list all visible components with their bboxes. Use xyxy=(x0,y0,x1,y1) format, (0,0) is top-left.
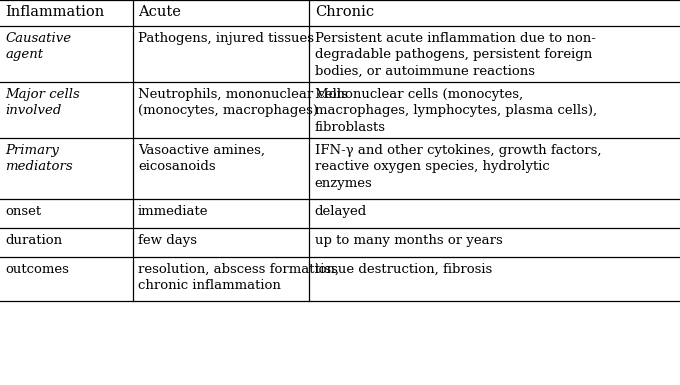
Text: Chronic: Chronic xyxy=(315,5,374,18)
Text: Causative
agent: Causative agent xyxy=(5,32,71,62)
Text: Major cells
involved: Major cells involved xyxy=(5,88,80,117)
Text: delayed: delayed xyxy=(315,205,367,218)
Text: resolution, abscess formation,
chronic inflammation: resolution, abscess formation, chronic i… xyxy=(138,263,339,293)
Text: outcomes: outcomes xyxy=(5,263,69,276)
Text: Mononuclear cells (monocytes,
macrophages, lymphocytes, plasma cells),
fibroblas: Mononuclear cells (monocytes, macrophage… xyxy=(315,88,597,134)
Text: Primary
mediators: Primary mediators xyxy=(5,144,73,173)
Text: Inflammation: Inflammation xyxy=(5,5,105,18)
Text: duration: duration xyxy=(5,234,63,247)
Text: Vasoactive amines,
eicosanoids: Vasoactive amines, eicosanoids xyxy=(138,144,265,173)
Text: immediate: immediate xyxy=(138,205,209,218)
Text: tissue destruction, fibrosis: tissue destruction, fibrosis xyxy=(315,263,492,276)
Text: onset: onset xyxy=(5,205,41,218)
Text: few days: few days xyxy=(138,234,197,247)
Text: up to many months or years: up to many months or years xyxy=(315,234,503,247)
Text: Pathogens, injured tissues: Pathogens, injured tissues xyxy=(138,32,314,45)
Text: Acute: Acute xyxy=(138,5,181,18)
Text: Neutrophils, mononuclear cells
(monocytes, macrophages): Neutrophils, mononuclear cells (monocyte… xyxy=(138,88,348,117)
Text: Persistent acute inflammation due to non-
degradable pathogens, persistent forei: Persistent acute inflammation due to non… xyxy=(315,32,596,78)
Text: IFN-γ and other cytokines, growth factors,
reactive oxygen species, hydrolytic
e: IFN-γ and other cytokines, growth factor… xyxy=(315,144,601,189)
